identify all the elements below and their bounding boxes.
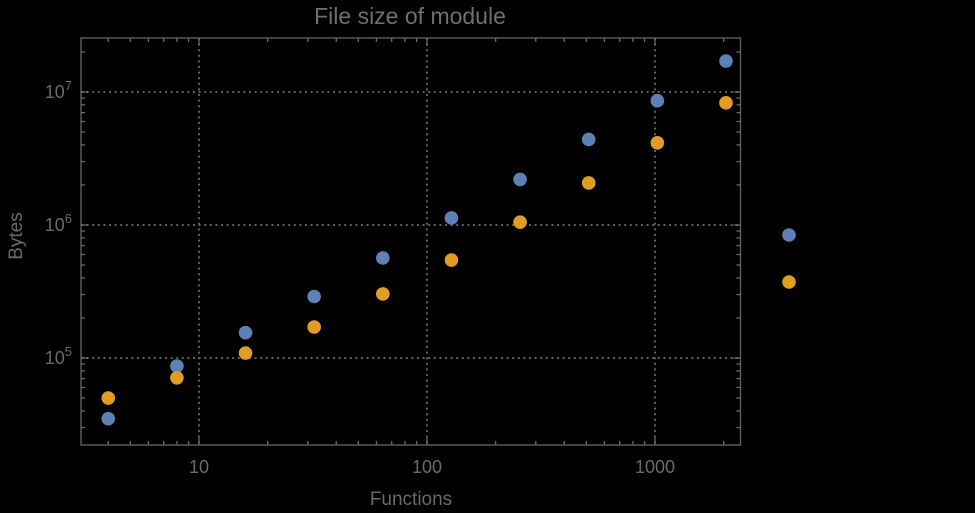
y-tick-label: 105	[45, 344, 72, 368]
legend-marker-blue-series	[782, 228, 796, 242]
x-tick-label: 100	[412, 457, 442, 477]
data-point-blue-series	[101, 411, 116, 426]
data-point-orange-series	[581, 176, 596, 190]
data-point-orange-series	[719, 95, 733, 110]
data-point-orange-series	[238, 346, 253, 360]
data-point-orange-series	[376, 287, 390, 301]
data-point-blue-series	[376, 251, 390, 265]
data-point-blue-series	[581, 132, 596, 147]
data-point-orange-series	[170, 370, 184, 385]
y-axis-label: Bytes	[6, 212, 27, 260]
data-point-orange-series	[650, 135, 665, 150]
y-tick-label: 107	[45, 78, 72, 102]
data-point-blue-series	[513, 172, 527, 187]
plot-frame	[80, 37, 742, 446]
data-point-blue-series	[238, 325, 253, 340]
legend-marker-orange-series	[782, 275, 796, 289]
y-tick-label: 106	[45, 211, 72, 235]
data-point-blue-series	[650, 93, 665, 108]
x-tick-label: 1000	[635, 457, 675, 477]
chart-title: File size of module	[314, 3, 506, 29]
data-point-blue-series	[719, 54, 733, 68]
data-point-orange-series	[101, 391, 116, 405]
data-point-blue-series	[170, 359, 184, 373]
x-tick-label: 10	[189, 457, 209, 477]
data-point-orange-series	[444, 253, 459, 267]
data-point-orange-series	[513, 215, 527, 229]
data-point-blue-series	[307, 289, 321, 304]
data-point-blue-series	[444, 211, 459, 225]
x-axis-label: Functions	[369, 489, 453, 510]
data-point-orange-series	[307, 320, 321, 334]
